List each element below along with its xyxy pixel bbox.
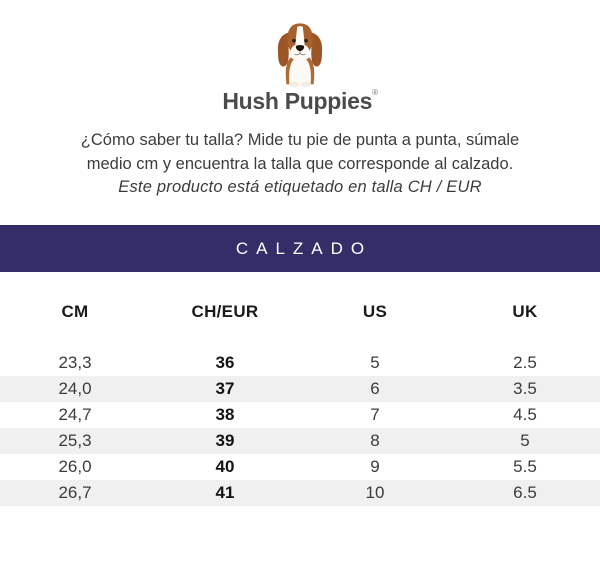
size-cell: 39 xyxy=(215,430,235,450)
size-cell: 8 xyxy=(370,430,380,450)
size-cell: 25,3 xyxy=(58,430,92,450)
instructions-line-2: medio cm y encuentra la talla que corres… xyxy=(86,154,514,173)
column-header-ch-eur: CH/EUR xyxy=(191,301,259,321)
brand-logo: Hush Puppies® xyxy=(0,0,600,114)
size-cell: 41 xyxy=(215,482,235,502)
table-row: 26,7 41 10 6.5 xyxy=(0,479,600,506)
size-cell: 10 xyxy=(365,482,385,502)
label-size-note: Este producto está etiquetado en talla C… xyxy=(118,178,482,196)
size-table-header-row: CM CH/EUR US UK xyxy=(0,272,600,350)
size-cell: 5.5 xyxy=(513,456,537,476)
table-row: 24,7 38 7 4.5 xyxy=(0,402,600,428)
size-cell: 26,0 xyxy=(58,456,92,476)
table-row: 26,0 40 9 5.5 xyxy=(0,454,600,480)
size-cell: 37 xyxy=(215,378,235,398)
size-cell: 38 xyxy=(215,404,235,424)
basset-hound-icon xyxy=(0,12,600,90)
instructions-line-1: ¿Cómo saber tu talla? Mide tu pie de pun… xyxy=(80,131,520,149)
column-header-cm: CM xyxy=(61,301,89,321)
size-cell: 36 xyxy=(215,352,235,372)
size-cell: 2.5 xyxy=(513,352,537,372)
size-cell: 6.5 xyxy=(513,482,537,502)
trademark-symbol: ® xyxy=(372,88,378,97)
table-row: 24,0 37 6 3.5 xyxy=(0,375,600,402)
size-cell: 23,3 xyxy=(58,352,92,372)
size-cell: 5 xyxy=(520,430,530,450)
size-cell: 6 xyxy=(370,378,380,398)
table-row: 25,3 39 8 5 xyxy=(0,427,600,454)
size-cell: 4.5 xyxy=(513,404,537,424)
size-cell: 7 xyxy=(370,404,380,424)
size-cell: 24,0 xyxy=(58,378,92,398)
table-row: 23,3 36 5 2.5 xyxy=(0,350,600,376)
sizing-instructions: ¿Cómo saber tu talla? Mide tu pie de pun… xyxy=(24,129,576,200)
calzado-banner: CALZADO xyxy=(0,224,600,272)
size-table: CM CH/EUR US UK 23,3 36 5 2.5 24,0 37 6 3.5 24,7 38 7… xyxy=(0,272,600,506)
brand-name: Hush Puppies® xyxy=(222,88,378,114)
banner-title: CALZADO xyxy=(235,238,373,258)
column-header-uk: UK xyxy=(512,301,538,321)
size-cell: 26,7 xyxy=(58,482,92,502)
size-cell: 40 xyxy=(215,456,235,476)
size-cell: 9 xyxy=(370,456,380,476)
column-header-us: US xyxy=(362,301,388,321)
size-cell: 24,7 xyxy=(58,404,92,424)
size-cell: 5 xyxy=(370,352,380,372)
size-cell: 3.5 xyxy=(513,378,537,398)
size-table-body: 23,3 36 5 2.5 24,0 37 6 3.5 24,7 38 7 4.5 25,3 39 8 5 26… xyxy=(0,350,600,506)
